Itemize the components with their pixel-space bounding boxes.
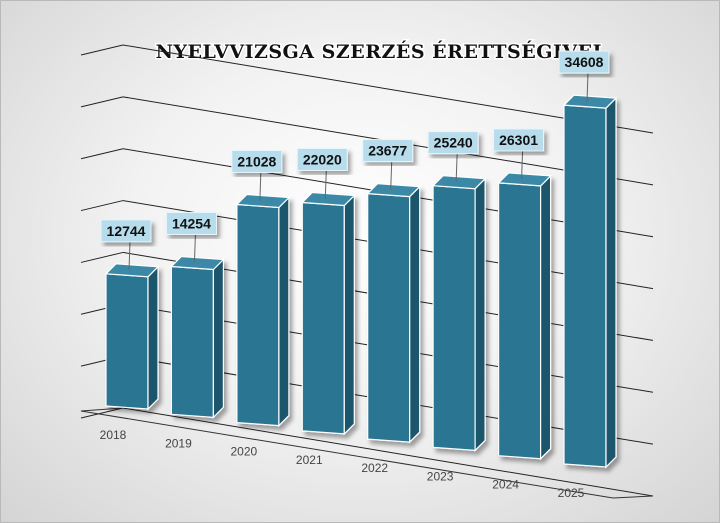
floor-edge bbox=[80, 410, 614, 499]
bar-top-face bbox=[366, 182, 422, 198]
value-label: 21028 bbox=[237, 153, 276, 169]
year-label: 2023 bbox=[427, 469, 454, 483]
bar-side-face bbox=[212, 258, 224, 419]
bar-top-face bbox=[431, 175, 487, 190]
bar-front-face bbox=[301, 201, 345, 435]
value-label-box bbox=[558, 50, 610, 74]
value-label: 23677 bbox=[368, 143, 407, 159]
bar bbox=[235, 193, 291, 428]
year-label: 2025 bbox=[558, 486, 585, 500]
bar-side-face bbox=[147, 265, 159, 411]
bar-top-face bbox=[497, 172, 552, 187]
bar-front-face bbox=[367, 192, 411, 443]
value-label: 14254 bbox=[172, 215, 211, 231]
label-leader-line bbox=[390, 161, 393, 190]
year-labels: 2018 2019 2020 2021 2022 2023 2024 2025 bbox=[100, 428, 585, 500]
year-label: 2020 bbox=[231, 445, 258, 459]
value-label-box bbox=[231, 149, 283, 173]
bar-top-face bbox=[300, 191, 356, 207]
value-labels: 12744 14254 21028 22020 23677 25240 26301 34608 bbox=[100, 50, 610, 270]
floor-side-edge bbox=[80, 407, 124, 412]
bar-front-face bbox=[170, 265, 214, 418]
bar-front-face bbox=[236, 203, 280, 427]
label-leader-line bbox=[324, 170, 327, 199]
label-leader-line bbox=[455, 153, 458, 182]
year-label: 2021 bbox=[296, 453, 323, 467]
value-label-box bbox=[296, 147, 348, 171]
bar-top-face bbox=[562, 94, 618, 109]
bar bbox=[104, 263, 160, 411]
bar-side-face bbox=[409, 185, 421, 444]
label-leader-line bbox=[259, 172, 262, 201]
label-leader-line bbox=[521, 150, 524, 179]
label-leader-line bbox=[586, 73, 589, 102]
value-label-box bbox=[100, 219, 152, 243]
bar-side-face bbox=[539, 174, 552, 461]
label-leader-line bbox=[128, 241, 131, 270]
floor-side-edge bbox=[612, 495, 654, 499]
value-label: 25240 bbox=[434, 135, 473, 151]
value-label-box bbox=[493, 128, 545, 152]
bars bbox=[104, 94, 618, 469]
bar-front-face bbox=[563, 104, 607, 468]
side-gridline bbox=[80, 148, 124, 160]
gridline bbox=[122, 407, 654, 497]
value-label: 26301 bbox=[499, 132, 538, 148]
bar-top-face bbox=[235, 193, 291, 209]
value-label: 12744 bbox=[107, 223, 146, 239]
bar bbox=[497, 172, 552, 461]
bar-front-face bbox=[498, 182, 542, 460]
bar bbox=[562, 94, 618, 469]
bar-front-face bbox=[105, 273, 149, 410]
value-label: 22020 bbox=[303, 151, 342, 167]
bar bbox=[300, 191, 356, 436]
value-label-box bbox=[362, 139, 414, 163]
bar bbox=[170, 255, 225, 419]
label-leader-line bbox=[193, 234, 196, 263]
side-gridline bbox=[80, 251, 124, 263]
side-gridline bbox=[80, 96, 124, 108]
side-gridline bbox=[80, 407, 124, 419]
side-gridline bbox=[80, 44, 124, 56]
value-label: 34608 bbox=[565, 54, 604, 70]
bar-side-face bbox=[343, 194, 355, 436]
value-label-box bbox=[165, 211, 217, 235]
bar bbox=[431, 175, 487, 452]
year-label: 2024 bbox=[492, 478, 519, 492]
value-label-box bbox=[427, 131, 479, 155]
year-label: 2022 bbox=[361, 461, 388, 475]
bar-top-face bbox=[104, 263, 160, 278]
bar bbox=[366, 182, 422, 444]
side-gridline bbox=[80, 200, 124, 212]
bar-side-face bbox=[474, 177, 486, 452]
bar-side-face bbox=[605, 96, 617, 469]
chart-title: NYELVVIZSGA SZERZÉS ÉRETTSÉGIVEL bbox=[156, 40, 607, 63]
bar-front-face bbox=[432, 185, 476, 452]
bar-top-face bbox=[170, 255, 225, 271]
year-label: 2018 bbox=[100, 428, 127, 442]
bar-side-face bbox=[278, 196, 290, 428]
year-label: 2019 bbox=[165, 436, 192, 450]
